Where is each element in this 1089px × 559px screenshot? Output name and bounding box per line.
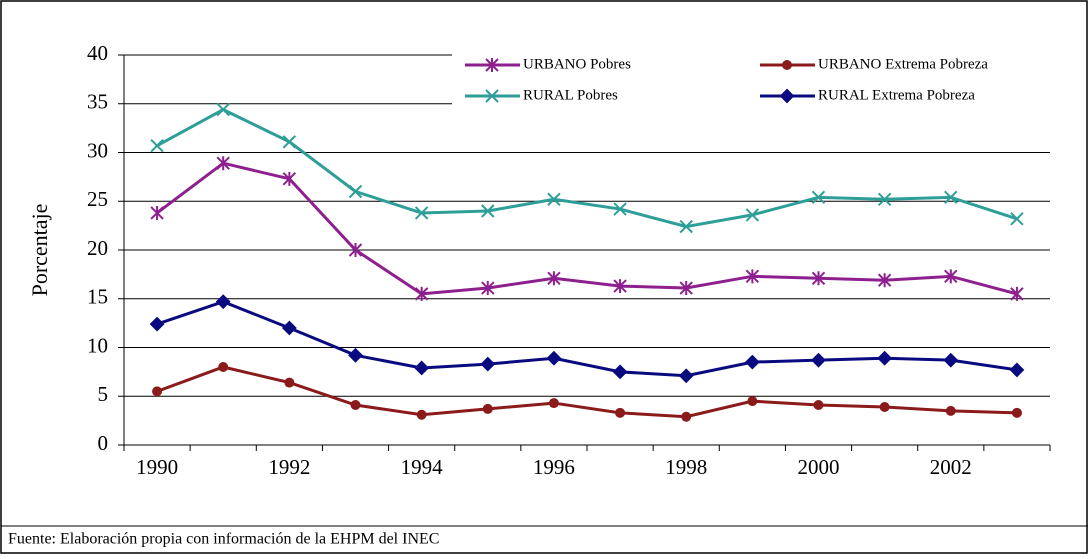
point: [150, 205, 164, 220]
point: [218, 362, 229, 372]
point: [282, 171, 297, 186]
series-line: [156, 107, 1018, 229]
legend-label: URBANO Pobres: [523, 56, 631, 72]
point: [547, 192, 561, 207]
y-tick-label: 15: [87, 285, 108, 309]
point: [945, 405, 956, 416]
legend-marker: [782, 60, 792, 70]
legend-label: RURAL Pobres: [523, 87, 618, 103]
point: [480, 356, 496, 372]
footnote: Fuente: Elaboración propia con informaci…: [8, 531, 439, 548]
legend-marker: [779, 88, 795, 104]
legend-marker: [485, 58, 499, 72]
point: [281, 320, 297, 336]
point: [615, 407, 626, 418]
point: [350, 400, 361, 411]
point: [679, 281, 693, 296]
point: [348, 243, 363, 257]
point: [284, 377, 295, 388]
y-tick-label: 10: [87, 333, 108, 357]
point: [150, 138, 164, 153]
y-tick-label: 35: [87, 90, 108, 114]
point: [149, 316, 165, 332]
x-tick-label: 1992: [268, 455, 310, 479]
legend-marker: [485, 89, 499, 103]
y-tick-label: 20: [87, 236, 108, 260]
point: [414, 286, 429, 301]
point: [877, 350, 893, 366]
point: [943, 352, 959, 368]
point: [944, 269, 958, 284]
point: [1011, 407, 1022, 418]
legend-label: RURAL Extrema Pobreza: [818, 87, 975, 103]
point: [215, 294, 231, 310]
x-tick-label: 2000: [798, 455, 840, 479]
y-tick-label: 30: [87, 138, 108, 162]
point: [482, 403, 493, 414]
point: [548, 398, 559, 409]
point: [414, 206, 429, 220]
point: [747, 396, 758, 407]
point: [811, 352, 826, 368]
point: [416, 409, 427, 420]
point: [679, 219, 693, 234]
point: [877, 192, 892, 207]
point: [216, 156, 230, 171]
x-tick-label: 2002: [930, 455, 972, 479]
point: [348, 347, 363, 363]
legend-label: URBANO Extrema Pobreza: [818, 56, 988, 72]
point: [481, 204, 495, 218]
point: [745, 208, 760, 222]
point: [216, 102, 230, 117]
point: [414, 360, 430, 376]
point: [613, 202, 627, 216]
point: [681, 411, 692, 422]
y-tick-label: 5: [98, 382, 109, 406]
point: [613, 279, 627, 294]
point: [1009, 362, 1025, 378]
x-tick-label: 1994: [401, 455, 444, 479]
point: [282, 135, 297, 149]
y-tick-label: 25: [87, 187, 108, 211]
point: [744, 354, 760, 370]
legend-box: [452, 54, 1050, 112]
point: [546, 350, 562, 366]
series-line: [156, 300, 1018, 378]
y-tick-label: 40: [87, 41, 108, 65]
series-line: [156, 365, 1017, 419]
point: [879, 401, 890, 412]
point: [678, 368, 694, 384]
x-tick-label: 1998: [665, 455, 707, 479]
point: [811, 190, 826, 205]
series-line: [156, 161, 1018, 296]
y-tick-label: 0: [98, 431, 109, 455]
point: [612, 364, 628, 380]
point: [813, 400, 824, 411]
point: [152, 386, 163, 397]
y-axis-label: Porcentaje: [27, 204, 52, 297]
x-tick-label: 1996: [533, 455, 575, 479]
point: [745, 269, 760, 284]
point: [348, 184, 363, 199]
point: [547, 271, 561, 286]
point: [877, 273, 892, 288]
x-tick-label: 1990: [136, 455, 178, 479]
point: [811, 271, 826, 286]
point: [1010, 286, 1024, 301]
point: [1010, 212, 1024, 226]
point: [481, 281, 495, 296]
point: [944, 190, 958, 205]
